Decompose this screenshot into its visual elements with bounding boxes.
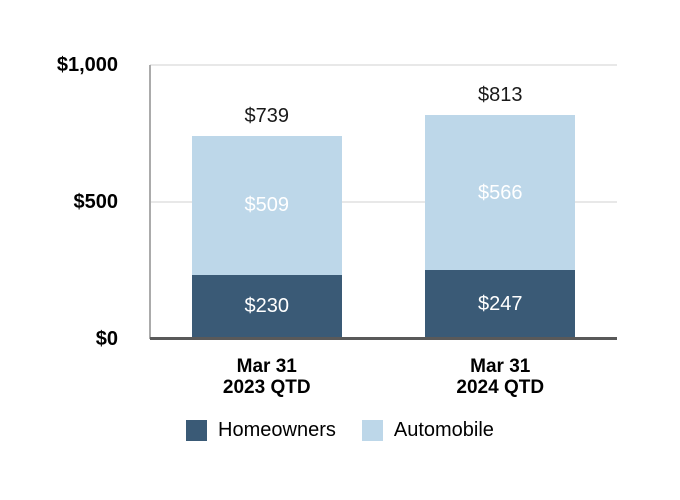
- x-axis-label-line: Mar 31: [470, 356, 531, 377]
- gridline-1000: [150, 64, 617, 66]
- bar-segment-automobile-mar-31-2023-qtd: $509: [191, 135, 342, 275]
- total-label-mar-31-2023-qtd: $739: [244, 104, 290, 127]
- x-axis-label-mar-31-2023-qtd: Mar 31 2023 QTD: [177, 356, 357, 398]
- legend-label-homeowners: Homeowners: [218, 419, 336, 441]
- x-axis-label-line: Mar 31: [236, 356, 297, 377]
- automobile-swatch-icon: [361, 419, 383, 441]
- y-axis-line: [149, 65, 151, 339]
- homeowners-swatch-icon: [186, 419, 208, 441]
- legend-item-homeowners: Homeowners: [186, 419, 336, 441]
- x-axis-line: [150, 337, 617, 340]
- bar-segment-homeowners-mar-31-2023-qtd: $230: [191, 274, 342, 338]
- legend-label-automobile: Automobile: [393, 419, 494, 441]
- segment-value-label: $509: [244, 194, 290, 217]
- y-tick-label-0: $0: [95, 328, 118, 350]
- x-axis-label-mar-31-2024-qtd: Mar 31 2024 QTD: [410, 356, 590, 398]
- y-tick-label-500: $500: [73, 191, 119, 213]
- bar-segment-homeowners-mar-31-2024-qtd: $247: [425, 270, 576, 338]
- segment-value-label: $247: [478, 293, 523, 316]
- x-axis-label-line: 2023 QTD: [222, 377, 311, 398]
- y-tick-label-1-000: $1,000: [56, 54, 118, 76]
- segment-value-label: $566: [478, 181, 523, 204]
- x-axis-label-line: 2024 QTD: [456, 377, 545, 398]
- total-label-mar-31-2024-qtd: $813: [478, 84, 523, 107]
- gridline-500: [150, 201, 617, 203]
- segment-value-label: $230: [244, 295, 290, 318]
- chart-legend: Homeowners Automobile: [0, 419, 680, 441]
- legend-item-automobile: Automobile: [361, 419, 494, 441]
- bar-segment-automobile-mar-31-2024-qtd: $566: [425, 115, 576, 271]
